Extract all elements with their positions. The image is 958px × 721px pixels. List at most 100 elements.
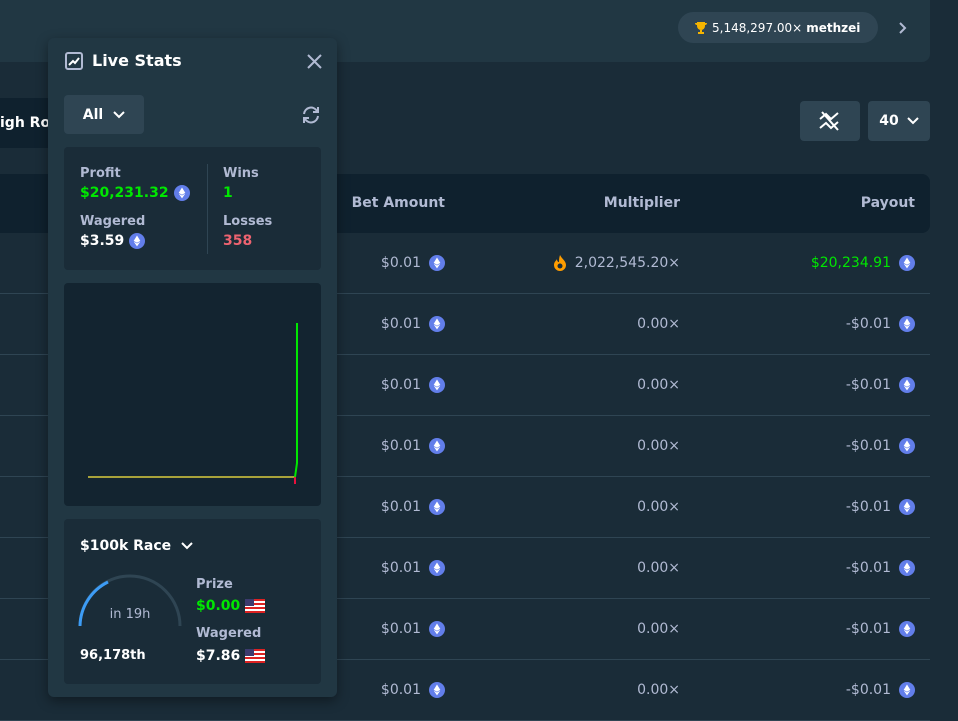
value: $20,231.32 — [80, 185, 169, 201]
eth-icon — [173, 185, 190, 201]
toggle-button[interactable] — [800, 101, 860, 141]
payout-cell: -$0.01 — [846, 497, 915, 517]
cell-text: 0.00× — [637, 316, 680, 332]
row-divider — [0, 354, 930, 355]
page: 5,148,297.00× methzei igh Rol 40 Bet Amo… — [0, 0, 930, 721]
flag-icon — [245, 649, 266, 663]
multiplier-cell: 0.00× — [637, 497, 680, 517]
close-button[interactable] — [307, 54, 322, 69]
eth-icon — [899, 621, 915, 637]
row-divider — [0, 598, 930, 599]
multiplier-cell: 0.00× — [637, 619, 680, 639]
icon — [819, 111, 839, 131]
multiplier-cell: 0.00× — [637, 375, 680, 395]
row-divider — [0, 476, 930, 477]
label: Wagered — [80, 214, 146, 229]
race-prize: $0.00 — [196, 598, 266, 614]
cell-text: -$0.01 — [845, 377, 891, 393]
payout-cell: -$0.01 — [846, 375, 915, 395]
stats-icon — [65, 52, 83, 70]
race-rank: 96,178th — [80, 648, 146, 663]
label: Wins — [223, 166, 259, 181]
filter: All — [82, 106, 104, 123]
cell-text: 0.00× — [637, 560, 680, 576]
column-header: Payout — [860, 195, 915, 211]
username: methzei — [806, 20, 861, 35]
multiplier-cell: 0.00× — [637, 558, 680, 578]
payout-cell: -$0.01 — [846, 436, 915, 456]
payout-cell: $20,234.91 — [811, 253, 915, 273]
eth-icon — [899, 560, 915, 576]
wins: 1 — [223, 185, 233, 201]
eth-icon — [899, 316, 915, 332]
eth-icon — [899, 682, 915, 698]
multiplier-cell: 2,022,545.20× — [553, 253, 680, 273]
cell-text: $0.01 — [380, 682, 421, 698]
column-header: Multiplier — [603, 195, 680, 211]
label: Prize — [196, 577, 233, 592]
race-title: $100k Race — [80, 538, 172, 554]
race-select[interactable]: $100k Race — [80, 538, 193, 554]
cell-text: $0.01 — [380, 621, 421, 637]
cell-text: $0.01 — [380, 499, 421, 515]
eth-icon — [899, 377, 915, 393]
cell-text: $0.01 — [380, 255, 421, 271]
cell-text: -$0.01 — [845, 316, 891, 332]
bet-cell: $0.01 — [381, 314, 445, 334]
bet-cell: $0.01 — [381, 680, 445, 700]
multiplier: 5,148,297.00× — [712, 20, 803, 35]
cell-text: 0.00× — [637, 377, 680, 393]
eth-icon — [429, 377, 445, 393]
refresh-button[interactable] — [301, 105, 321, 125]
stats-pill[interactable]: 5,148,297.00× methzei — [678, 12, 878, 43]
payout-cell: -$0.01 — [846, 619, 915, 639]
label: Losses — [223, 214, 273, 229]
race-box — [64, 519, 321, 684]
chevron-down — [907, 117, 919, 125]
bet-cell: $0.01 — [381, 497, 445, 517]
row-divider — [0, 293, 930, 294]
bet-cell: $0.01 — [381, 558, 445, 578]
eth-icon — [899, 499, 915, 515]
eth-icon — [429, 621, 445, 637]
race-gauge — [78, 574, 182, 627]
cell-text: -$0.01 — [845, 438, 891, 454]
eth-icon — [429, 499, 445, 515]
chevron-down — [181, 542, 193, 550]
value: $7.86 — [196, 648, 241, 664]
cell-text: 0.00× — [637, 499, 680, 515]
chevron-right[interactable] — [897, 21, 909, 35]
cell-text: -$0.01 — [845, 682, 891, 698]
cell-text: $20,234.91 — [810, 255, 891, 271]
value: $3.59 — [80, 233, 125, 249]
eth-icon — [429, 255, 445, 271]
race-time: in 19h — [109, 607, 151, 622]
cell-text: $0.01 — [380, 316, 421, 332]
row-divider — [0, 537, 930, 538]
trophy-icon — [695, 21, 707, 34]
label: Wagered — [196, 626, 262, 641]
cell-text: $0.01 — [380, 560, 421, 576]
divider — [207, 164, 208, 254]
payout-cell: -$0.01 — [846, 680, 915, 700]
bet-cell: $0.01 — [381, 375, 445, 395]
eth-icon — [899, 255, 915, 271]
filter-select[interactable]: All — [64, 95, 144, 134]
row-divider — [0, 659, 930, 660]
cell-text: -$0.01 — [845, 621, 891, 637]
profit: $20,231.32 — [80, 185, 190, 201]
bet-cell: $0.01 — [381, 436, 445, 456]
eth-icon — [429, 560, 445, 576]
chevron-down — [113, 110, 125, 118]
column-header: Bet Amount — [351, 195, 445, 211]
value: $0.00 — [196, 598, 241, 614]
page-size-select[interactable]: 40 — [868, 101, 930, 141]
bet-cell: $0.01 — [381, 253, 445, 273]
cell-text: $0.01 — [380, 377, 421, 393]
cell-text: -$0.01 — [845, 499, 891, 515]
race-wagered: $7.86 — [196, 648, 266, 664]
wagered: $3.59 — [80, 233, 146, 249]
cell-text: 0.00× — [637, 438, 680, 454]
cell-text: 0.00× — [637, 682, 680, 698]
eth-icon — [429, 682, 445, 698]
